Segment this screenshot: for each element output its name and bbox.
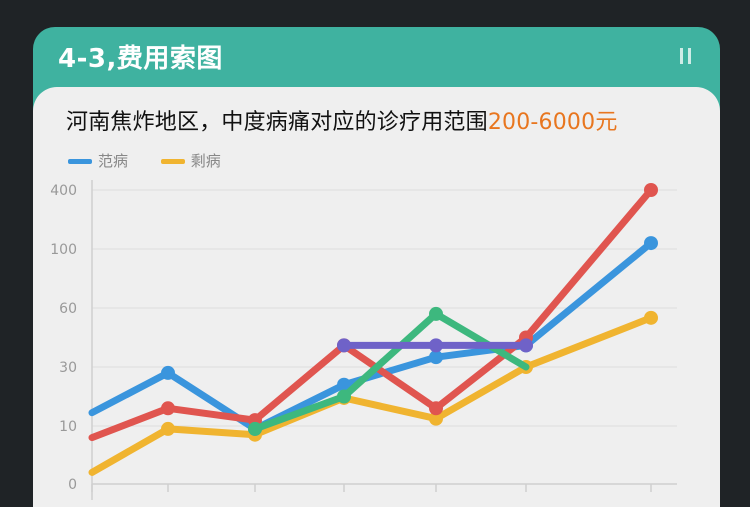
y-tick-label: 30 [59,360,77,376]
legend-label-blue: 范病 [98,152,129,170]
series-line-green [251,310,530,433]
data-point-yellow [429,411,443,426]
data-point-red [644,183,658,197]
data-point-blue [644,236,658,251]
pause-icon[interactable] [680,48,692,64]
legend-swatch-yellow [160,159,185,164]
legend-item-blue: 范病 [68,150,128,171]
y-tick-label: 60 [59,301,77,317]
y-tick-label: 100 [50,242,77,258]
data-point-blue [337,377,351,392]
chart-legend: 范病 剩病 [68,150,249,171]
data-point-yellow [161,421,175,436]
legend-label-yellow: 剩病 [190,152,221,170]
data-point-blue [161,365,175,380]
data-point-purple [429,338,443,353]
legend-swatch-blue [68,159,92,164]
y-tick-label: 400 [50,183,77,199]
series-line-yellow [88,314,655,476]
data-point-red [429,401,443,416]
data-point-purple [337,338,351,353]
legend-item-yellow: 剩病 [160,150,221,171]
data-point-red [161,401,175,416]
chart-title-accent: 200-6000元 [487,110,618,135]
data-point-purple [519,338,533,353]
data-point-green [337,389,351,404]
y-tick-label: 10 [59,419,77,435]
data-point-yellow [644,310,658,325]
card-title: 4-3,费用索图 [58,44,223,74]
y-tick-label: 0 [68,477,77,493]
chart-title-main: 河南焦炸地区，中度病痛对应的诊疗用范围 [66,110,488,135]
data-point-green [429,306,443,321]
data-point-green [248,421,262,436]
chart-title: 河南焦炸地区，中度病痛对应的诊疗用范围200-6000元 [66,104,618,136]
data-point-blue [429,350,443,365]
